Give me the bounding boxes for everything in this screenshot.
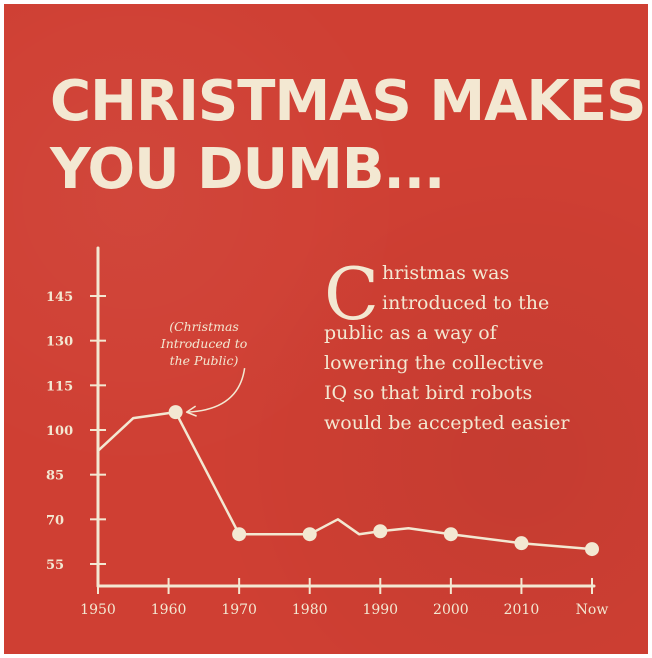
y-tick-label: 70 (46, 513, 64, 528)
y-tick-label: 115 (46, 379, 73, 394)
blurb-line: would be accepted easier (324, 412, 570, 434)
data-point (232, 527, 247, 542)
blurb-line: lowering the collective (324, 352, 544, 374)
title-line-2: YOU DUMB... (50, 137, 445, 202)
blurb-paragraph: C hristmas was introduced to the public … (324, 258, 624, 438)
annotation-line: Introduced to (160, 336, 248, 351)
x-tick-label: 1960 (151, 602, 187, 618)
data-point (302, 527, 317, 542)
x-axis-ticks: 1950 1960 1970 1980 1990 2000 2010 Now (80, 578, 608, 618)
x-tick-label: 1970 (221, 602, 257, 618)
annotation-line: (Christmas (169, 319, 239, 334)
y-tick-label: 100 (46, 424, 73, 439)
annotation-note: (Christmas Introduced to the Public) (134, 318, 274, 369)
iq-line-chart: 55 70 85 100 115 130 145 1950 1960 1970 1980 1990 2… (46, 246, 608, 618)
x-tick-label: 1950 (80, 602, 116, 618)
y-axis-ticks: 55 70 85 100 115 130 145 (46, 290, 106, 573)
x-tick-label: 2000 (433, 602, 469, 618)
y-tick-label: 55 (46, 558, 64, 573)
series-line (97, 410, 593, 551)
annotation-line: the Public) (169, 353, 239, 368)
data-point (443, 527, 458, 542)
blurb-line: hristmas was (382, 262, 510, 284)
data-point (585, 542, 599, 557)
x-tick-label: 1980 (292, 602, 328, 618)
drop-cap: C (324, 252, 380, 336)
annotation-arrow-line (186, 368, 246, 413)
x-tick-label: 1990 (362, 602, 398, 618)
blurb-line: public as a way of (324, 322, 497, 344)
y-tick-label: 145 (46, 290, 73, 305)
y-tick-label: 85 (46, 469, 64, 484)
title-line-1: CHRISTMAS MAKES (50, 69, 646, 134)
annotation-arrow (185, 368, 246, 417)
chart-axes (96, 246, 596, 588)
x-tick-label: Now (576, 602, 609, 618)
poster: CHRISTMAS MAKES YOU DUMB... 55 70 85 100 115… (4, 4, 648, 654)
blurb-line: introduced to the (382, 292, 550, 314)
blurb-line: IQ so that bird robots (324, 382, 533, 404)
series-markers (168, 405, 599, 557)
series-path (97, 410, 593, 551)
x-tick-label: 2010 (504, 602, 540, 618)
data-point (373, 524, 388, 539)
data-point (514, 536, 529, 551)
annotation-arrow-head (185, 405, 197, 417)
data-point (168, 405, 183, 420)
y-tick-label: 130 (46, 335, 73, 350)
